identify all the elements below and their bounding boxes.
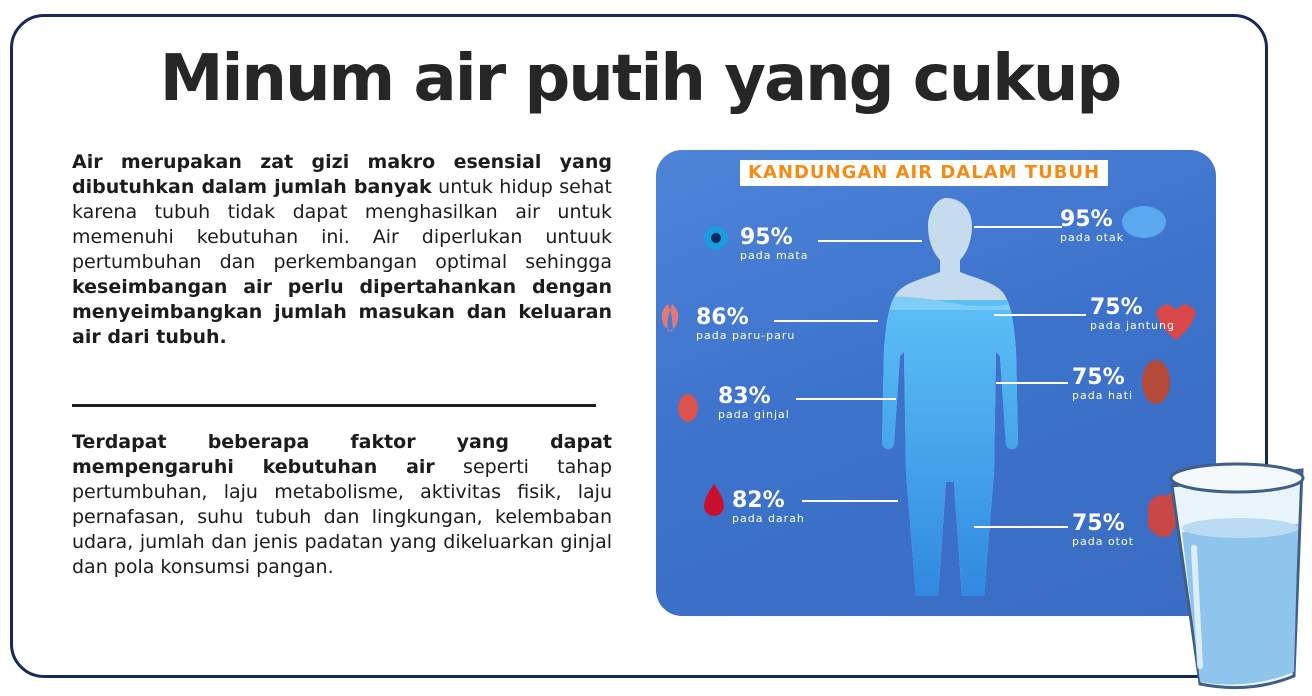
factors-paragraph: Terdapat beberapa faktor yang dapat memp…	[72, 430, 612, 580]
page-title: Minum air putih yang cukup	[159, 42, 1122, 116]
blood-drop-icon	[704, 484, 724, 516]
brain-pointer-line	[974, 226, 1062, 228]
muscle-pointer-line	[974, 526, 1068, 528]
liver-icon	[1142, 360, 1170, 404]
kidney-label: pada ginjal	[718, 408, 790, 421]
brain-icon	[1122, 206, 1166, 238]
liver-label: pada hati	[1072, 389, 1134, 402]
eye-label: pada mata	[740, 249, 809, 262]
muscle-label: pada otot	[1072, 535, 1135, 548]
liver-percent: 75%	[1072, 365, 1125, 390]
kidney-percent: 83%	[718, 384, 771, 409]
intro-bold-end: keseimbangan air perlu dipertahankan den…	[72, 276, 612, 348]
eye-pointer-line	[818, 240, 922, 242]
water-glass-icon	[1169, 462, 1305, 690]
heart-label: pada jantung	[1090, 319, 1175, 332]
intro-bold-start: Air merupakan zat gizi makro esensial ya…	[72, 151, 612, 198]
blood-percent: 82%	[732, 488, 785, 513]
lungs-label: pada paru-paru	[696, 329, 796, 342]
factors-bold: Terdapat beberapa faktor yang dapat memp…	[72, 431, 612, 478]
blood-pointer-line	[802, 500, 898, 502]
intro-text: untuk hidup sehat karena tubuh tidak dap…	[72, 176, 612, 273]
eye-percent: 95%	[740, 225, 793, 250]
kidney-pointer-line	[796, 398, 896, 400]
muscle-percent: 75%	[1072, 511, 1125, 536]
heart-pointer-line	[994, 314, 1086, 316]
kidney-icon	[678, 394, 698, 422]
lungs-pointer-line	[774, 320, 878, 322]
factors-text: seperti tahap pertumbuhan, laju metaboli…	[72, 456, 612, 578]
heart-icon	[1156, 304, 1196, 340]
divider	[72, 404, 596, 407]
human-body-figure	[661, 198, 1196, 596]
lungs-percent: 86%	[696, 305, 749, 330]
infographic-title: KANDUNGAN AIR DALAM TUBUH	[740, 160, 1109, 186]
water-content-infographic: KANDUNGAN AIR DALAM TUBUH 95% pada mata …	[656, 150, 1216, 616]
liver-pointer-line	[996, 382, 1068, 384]
brain-label: pada otak	[1060, 231, 1125, 244]
intro-paragraph: Air merupakan zat gizi makro esensial ya…	[72, 150, 612, 350]
body-silhouette	[882, 198, 1018, 596]
blood-label: pada darah	[732, 512, 805, 525]
brain-percent: 95%	[1060, 207, 1113, 232]
lungs-icon	[661, 304, 679, 332]
heart-percent: 75%	[1090, 295, 1143, 320]
